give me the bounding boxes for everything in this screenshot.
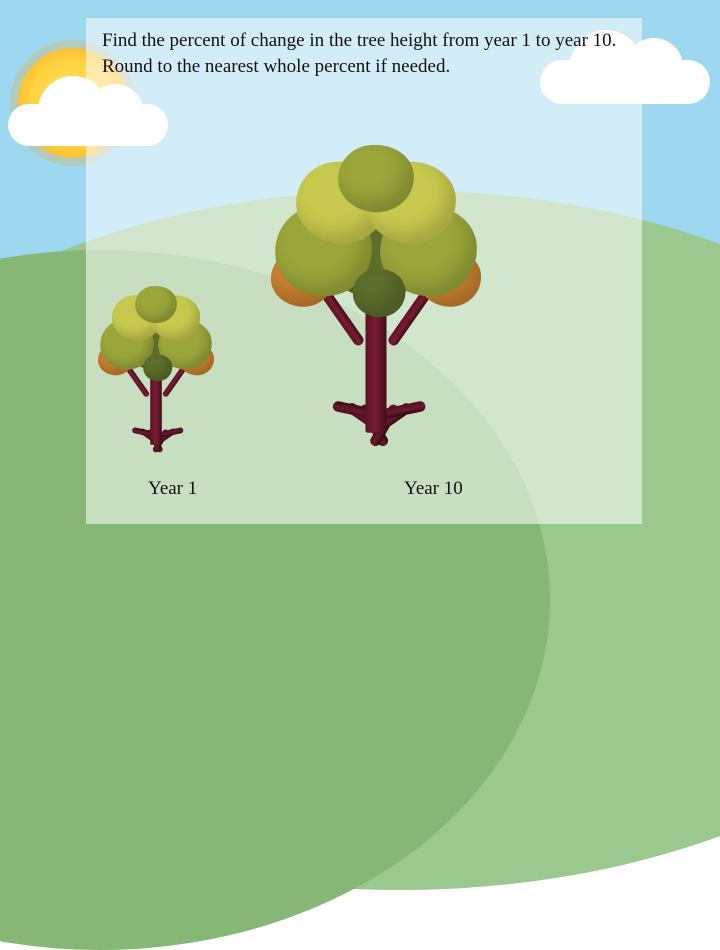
tree-canopy (271, 145, 481, 324)
labels-row: Year 1 Year 10 (86, 478, 642, 502)
label-year10: Year 10 (404, 478, 463, 500)
trees-row (86, 140, 642, 460)
tree-canopy (98, 286, 214, 385)
label-year1: Year 1 (148, 478, 197, 500)
prompt-text: Find the percent of change in the tree h… (102, 28, 626, 79)
content-card: Find the percent of change in the tree h… (86, 18, 642, 524)
scene: Find the percent of change in the tree h… (0, 0, 720, 540)
